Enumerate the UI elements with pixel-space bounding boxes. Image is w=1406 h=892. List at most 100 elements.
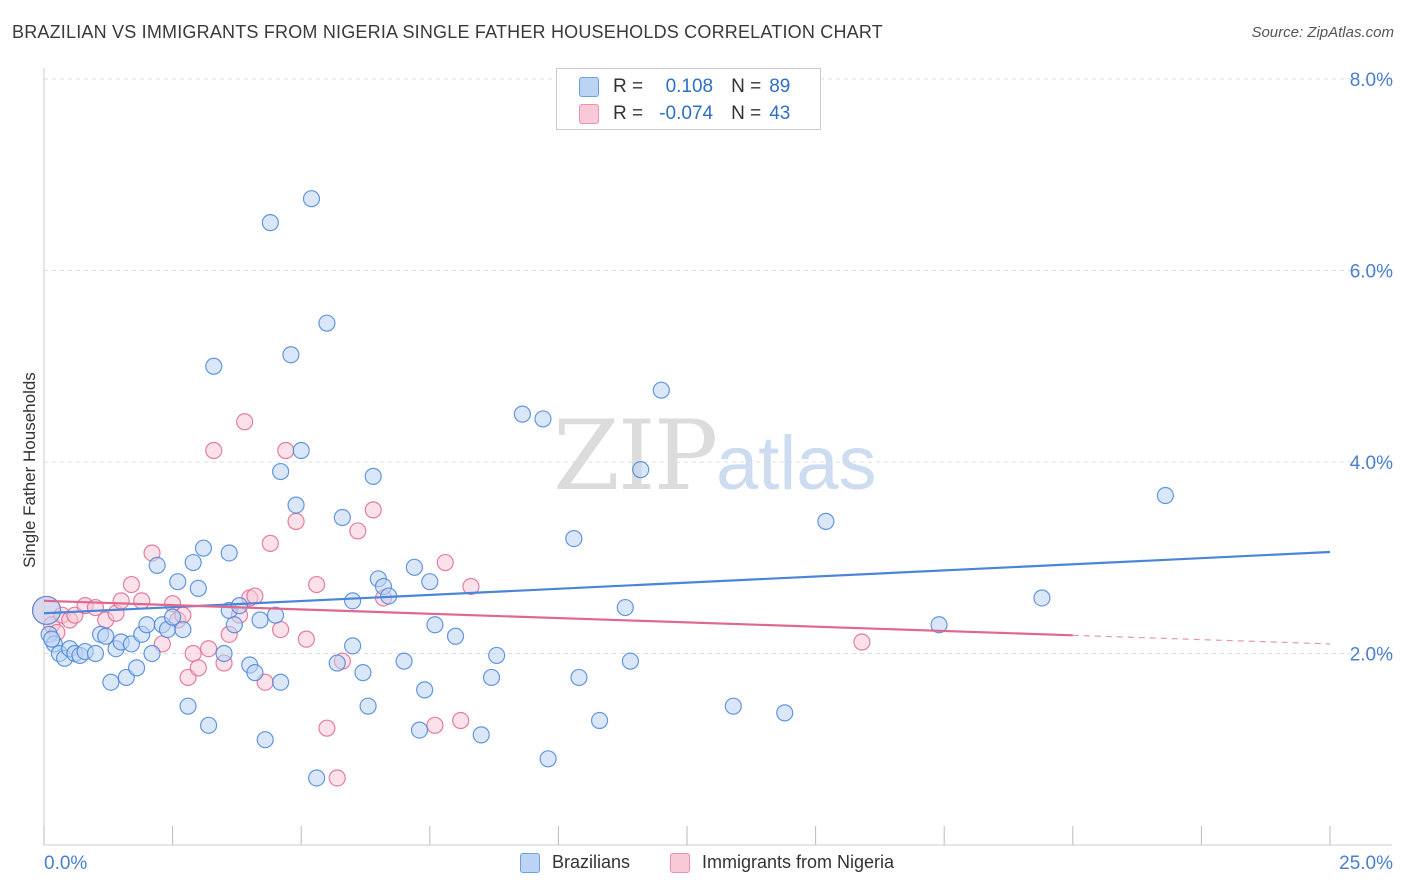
point-nigeria xyxy=(112,592,130,610)
point-brazilians xyxy=(318,314,336,332)
series-brazilians-points xyxy=(31,190,1174,787)
stats-r-label: R = xyxy=(613,76,644,97)
stats-row-brazilians: R = 0.108 N = 89 xyxy=(579,74,790,100)
point-nigeria xyxy=(200,640,218,658)
point-brazilians xyxy=(169,573,187,591)
stats-swatch-nigeria xyxy=(579,104,599,124)
point-brazilians xyxy=(205,357,223,375)
point-brazilians xyxy=(410,721,429,739)
point-brazilians xyxy=(102,673,120,691)
point-brazilians xyxy=(590,711,609,730)
legend-item-brazilians[interactable]: Brazilians xyxy=(520,852,630,873)
point-brazilians xyxy=(426,616,444,634)
point-nigeria xyxy=(328,769,346,787)
point-brazilians xyxy=(565,529,583,548)
point-nigeria xyxy=(272,620,290,639)
point-nigeria xyxy=(297,630,315,648)
point-brazilians xyxy=(86,644,105,663)
point-brazilians xyxy=(333,508,351,527)
point-brazilians xyxy=(261,214,279,232)
point-brazilians xyxy=(724,697,742,715)
point-brazilians xyxy=(164,608,182,626)
stats-n-value: 43 xyxy=(769,103,791,124)
point-brazilians xyxy=(174,620,192,639)
y-tick-label: 8.0% xyxy=(1350,70,1393,91)
point-nigeria xyxy=(349,522,367,540)
point-brazilians xyxy=(194,539,213,557)
point-brazilians xyxy=(446,627,465,645)
legend-item-nigeria[interactable]: Immigrants from Nigeria xyxy=(670,852,894,873)
point-brazilians xyxy=(632,461,650,479)
point-brazilians xyxy=(416,681,434,699)
point-brazilians xyxy=(148,556,166,575)
point-brazilians xyxy=(179,697,197,715)
point-brazilians xyxy=(308,769,326,787)
point-nigeria xyxy=(308,575,326,594)
point-brazilians xyxy=(395,652,413,670)
point-nigeria xyxy=(364,501,382,519)
legend-swatch-brazilians xyxy=(520,852,540,873)
point-brazilians xyxy=(189,579,207,597)
point-brazilians xyxy=(272,673,290,691)
point-brazilians xyxy=(266,606,285,624)
bottom-legend: Brazilians Immigrants from Nigeria xyxy=(0,850,1406,880)
point-brazilians xyxy=(405,558,423,576)
point-brazilians xyxy=(225,616,243,634)
point-nigeria xyxy=(318,719,336,737)
tick-labels: 2.0% 4.0% 6.0% 8.0% 0.0% 25.0% xyxy=(44,70,1393,874)
point-brazilians xyxy=(220,544,238,562)
y-tick-label: 6.0% xyxy=(1350,262,1393,283)
source-label: Source: ZipAtlas.com xyxy=(1251,24,1394,41)
stats-legend: R = 0.108 N = 89 R = -0.074 N = 43 xyxy=(556,68,821,130)
y-tick-label: 2.0% xyxy=(1350,645,1393,666)
point-brazilians xyxy=(127,659,146,677)
point-brazilians xyxy=(472,726,490,744)
point-nigeria xyxy=(122,575,141,594)
point-nigeria xyxy=(853,633,871,651)
point-brazilians xyxy=(272,462,290,481)
point-brazilians xyxy=(513,405,531,423)
point-brazilians xyxy=(328,654,346,672)
point-brazilians xyxy=(31,595,62,626)
y-tick-label: 4.0% xyxy=(1350,453,1393,474)
point-brazilians xyxy=(282,346,300,364)
point-brazilians xyxy=(359,697,377,715)
point-brazilians xyxy=(539,750,557,768)
legend-swatch-nigeria xyxy=(670,852,690,873)
axes xyxy=(43,68,1392,846)
point-brazilians xyxy=(143,644,161,663)
point-nigeria xyxy=(261,534,279,552)
chart-title: BRAZILIAN VS IMMIGRANTS FROM NIGERIA SIN… xyxy=(12,22,883,42)
point-nigeria xyxy=(277,441,295,460)
legend-label-nigeria: Immigrants from Nigeria xyxy=(702,852,895,872)
point-brazilians xyxy=(246,664,264,682)
point-brazilians xyxy=(534,410,552,428)
stats-r-value: 0.108 xyxy=(665,76,714,97)
point-brazilians xyxy=(652,381,670,399)
trend-lines xyxy=(43,550,1331,645)
point-brazilians xyxy=(817,512,835,530)
watermark-atlas: atlas xyxy=(716,421,877,506)
stats-r-label: R = xyxy=(613,103,644,124)
point-brazilians xyxy=(354,664,372,682)
point-nigeria xyxy=(205,441,223,460)
trend-line-nigeria-extension xyxy=(1072,634,1331,645)
trend-line-brazilians xyxy=(43,550,1331,615)
point-nigeria xyxy=(287,512,305,530)
point-brazilians xyxy=(344,637,362,655)
point-nigeria xyxy=(462,577,480,596)
point-brazilians xyxy=(302,190,321,208)
stats-swatch-brazilians xyxy=(579,77,599,97)
point-brazilians xyxy=(621,652,640,670)
x-tick-label: 25.0% xyxy=(1339,853,1393,874)
stats-n-label: N = xyxy=(731,76,762,97)
point-nigeria xyxy=(436,553,454,572)
stats-n-value: 89 xyxy=(769,76,791,97)
point-brazilians xyxy=(1033,589,1051,607)
x-tick-label: 0.0% xyxy=(44,853,87,874)
point-brazilians xyxy=(616,598,634,617)
point-nigeria xyxy=(184,644,202,663)
point-nigeria xyxy=(189,659,207,677)
point-brazilians xyxy=(292,441,310,460)
